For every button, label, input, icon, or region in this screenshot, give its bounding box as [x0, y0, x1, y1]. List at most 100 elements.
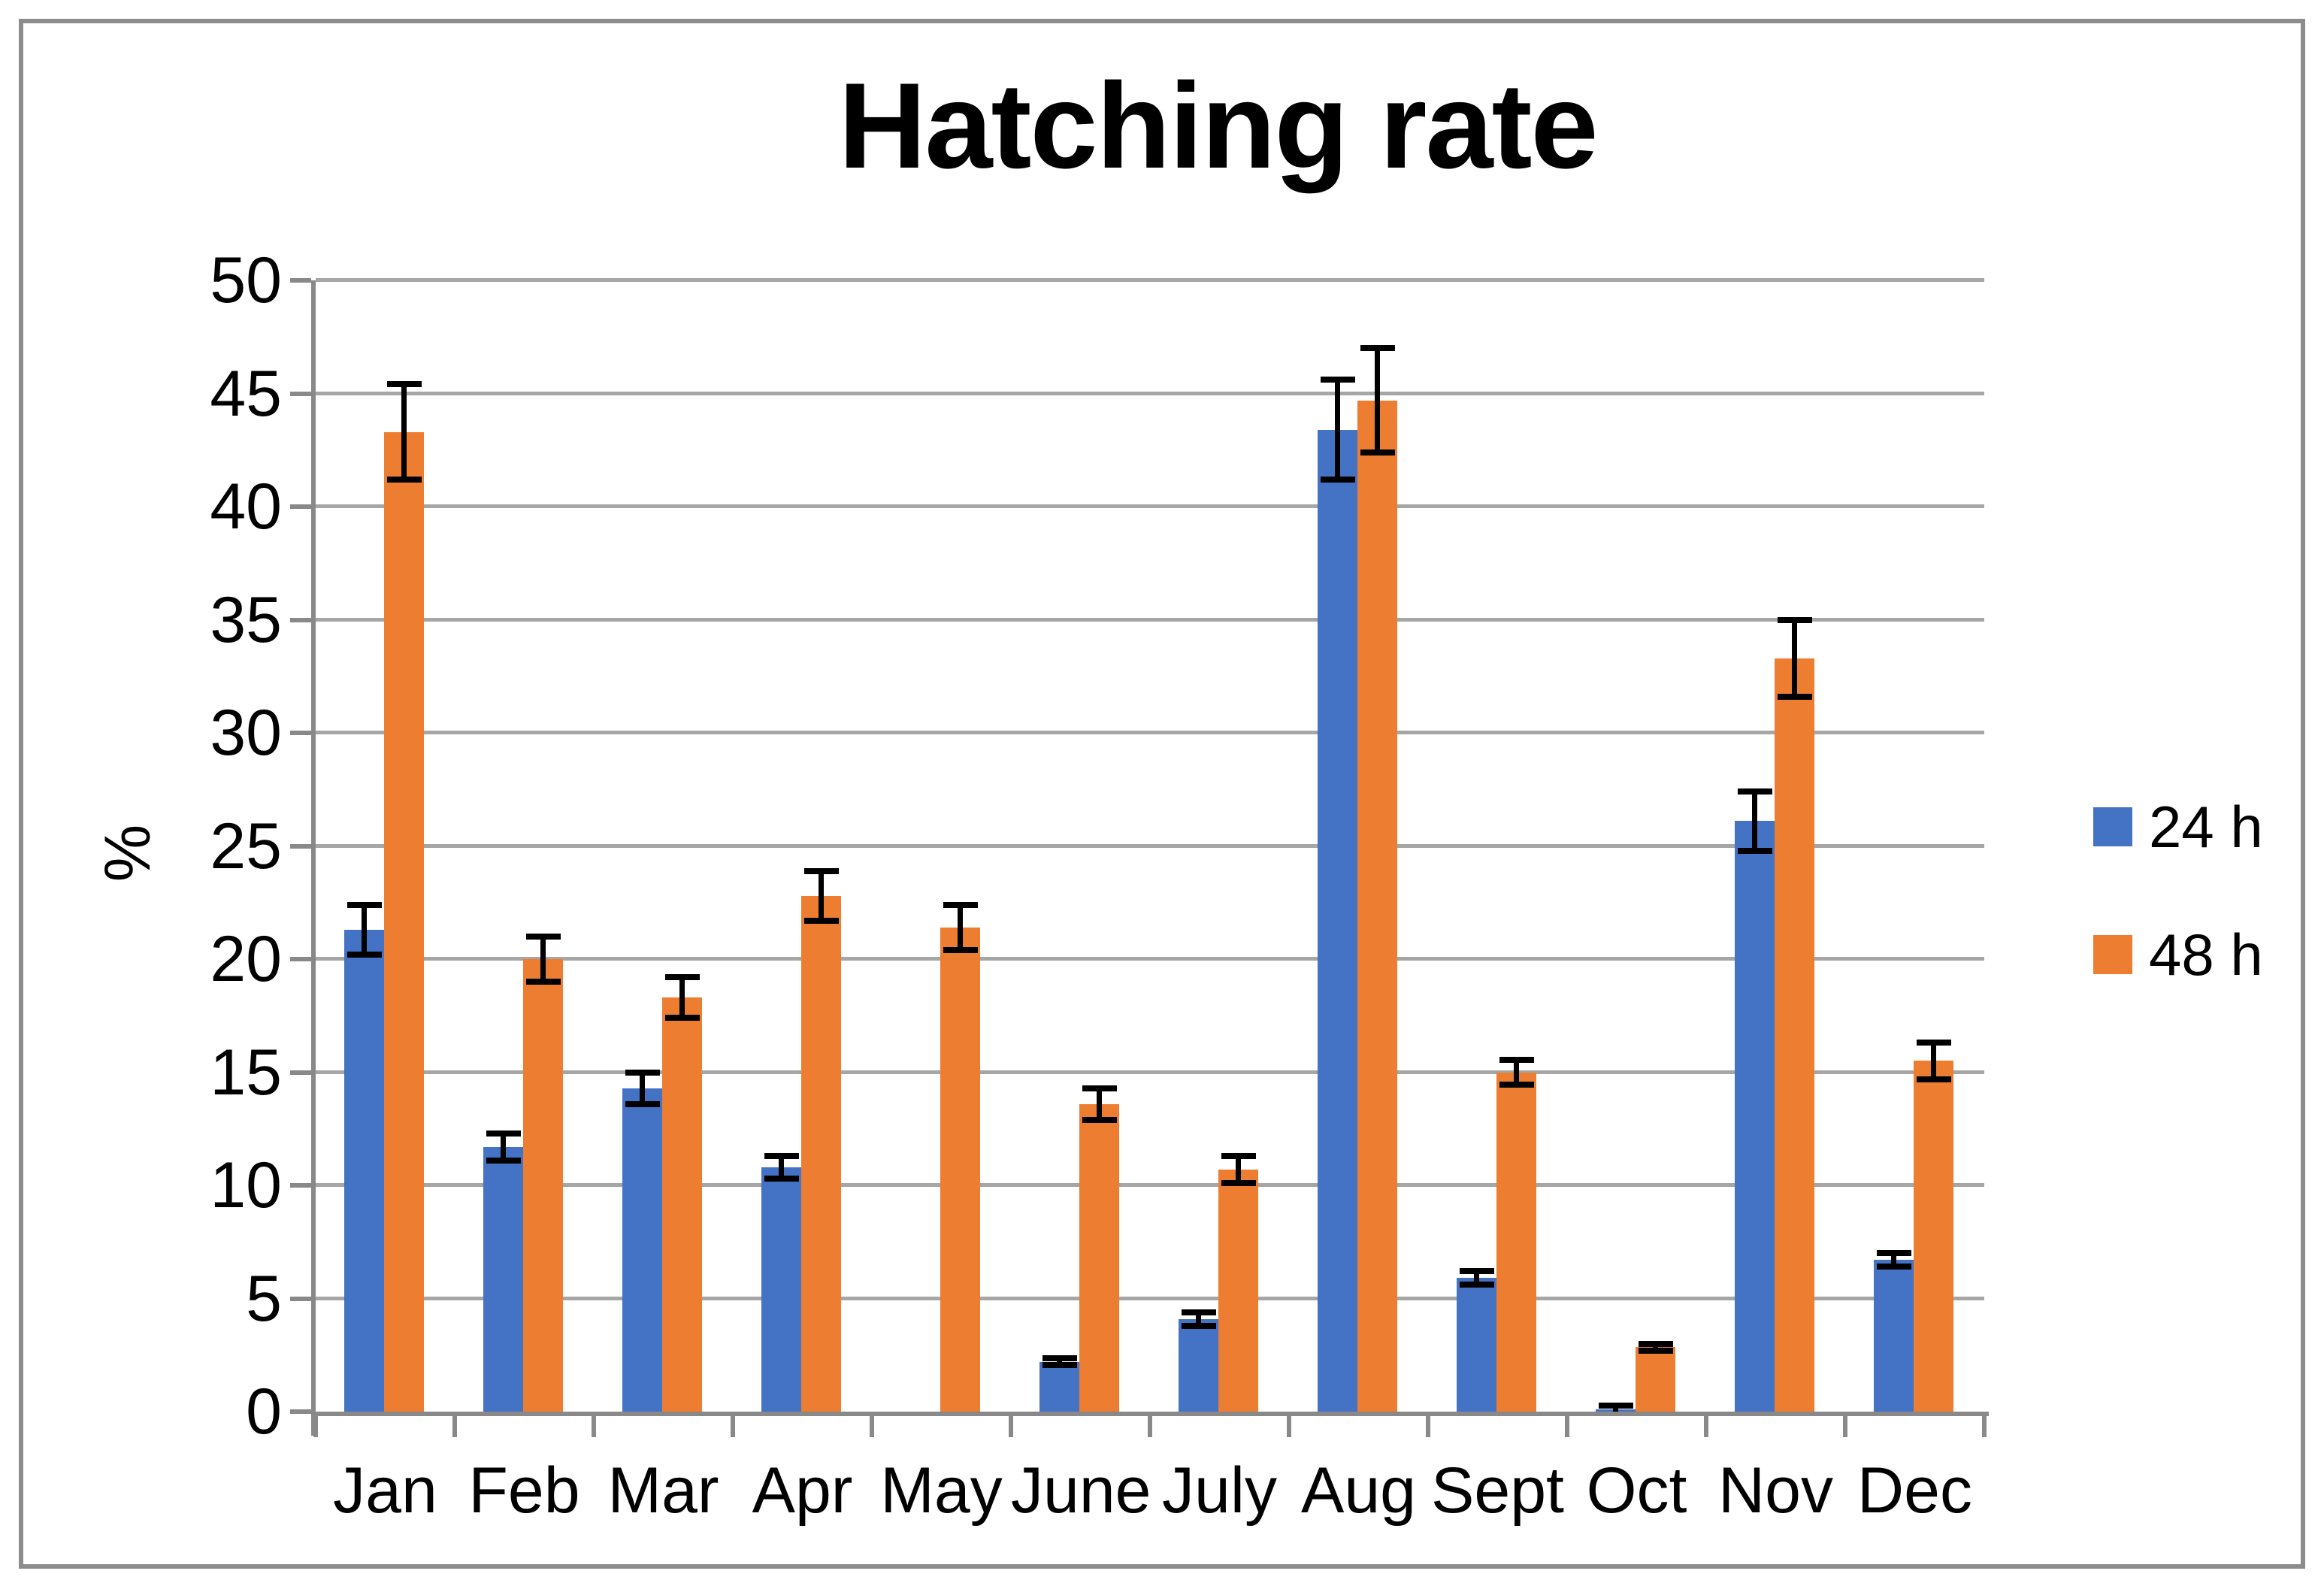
error-cap-bottom-24h-feb: [486, 1157, 521, 1164]
error-cap-bottom-24h-jan: [346, 951, 382, 958]
error-cap-top-48h-july: [1221, 1152, 1256, 1159]
error-bar-24h-aug: [1335, 380, 1340, 480]
error-bar-24h-apr: [779, 1155, 784, 1179]
error-bar-48h-nov: [1792, 619, 1797, 697]
y-tick-45: [290, 391, 311, 396]
x-tick-9: [1565, 1416, 1569, 1437]
error-bar-24h-july: [1196, 1312, 1201, 1326]
error-bar-48h-oct: [1653, 1343, 1658, 1351]
x-tick-8: [1426, 1416, 1430, 1437]
error-cap-bottom-48h-june: [1082, 1116, 1117, 1123]
error-cap-bottom-24h-mar: [625, 1100, 660, 1107]
error-cap-bottom-48h-nov: [1777, 693, 1812, 700]
error-cap-top-48h-jan: [386, 381, 422, 388]
y-tick-0: [290, 1409, 311, 1414]
gridline-y-25: [316, 843, 1984, 848]
error-cap-top-48h-nov: [1777, 616, 1812, 623]
y-tick-label-45: 45: [210, 357, 282, 430]
error-bar-48h-sept: [1514, 1059, 1519, 1085]
bar-24h-july: [1179, 1318, 1218, 1412]
error-cap-top-24h-jan: [346, 901, 382, 908]
x-tick-label-dec: Dec: [1857, 1454, 1972, 1527]
x-tick-label-feb: Feb: [468, 1454, 580, 1527]
y-tick-35: [290, 617, 311, 622]
y-tick-label-40: 40: [210, 471, 282, 543]
error-cap-bottom-48h-jan: [386, 476, 422, 483]
bar-48h-sept: [1496, 1072, 1536, 1412]
bar-48h-jan: [384, 431, 424, 1412]
x-tick-6: [1148, 1416, 1152, 1437]
error-cap-top-24h-july: [1181, 1309, 1216, 1315]
y-tick-label-5: 5: [246, 1262, 282, 1335]
legend-swatch-48h: [2093, 935, 2132, 974]
error-bar-48h-may: [958, 904, 963, 950]
y-tick-label-15: 15: [210, 1036, 282, 1109]
y-tick-50: [290, 278, 311, 283]
error-cap-bottom-48h-feb: [525, 979, 561, 985]
error-bar-48h-apr: [819, 870, 824, 921]
error-cap-top-48h-feb: [525, 933, 561, 940]
x-tick-label-aug: Aug: [1300, 1454, 1417, 1527]
bar-24h-aug: [1318, 429, 1357, 1412]
gridline-y-40: [316, 504, 1984, 508]
error-cap-top-48h-oct: [1638, 1340, 1673, 1347]
x-tick-12: [1982, 1416, 1987, 1437]
x-tick-label-july: July: [1162, 1454, 1277, 1527]
error-bar-24h-jan: [362, 904, 367, 955]
x-tick-label-oct: Oct: [1586, 1454, 1687, 1527]
error-cap-bottom-24h-july: [1181, 1322, 1216, 1329]
legend-item-24h: 24 h: [2093, 794, 2263, 860]
y-tick-label-30: 30: [210, 697, 282, 769]
error-cap-top-24h-nov: [1737, 788, 1772, 795]
error-cap-bottom-48h-mar: [664, 1015, 700, 1022]
y-tick-25: [290, 843, 311, 849]
x-tick-1: [452, 1416, 457, 1437]
bar-24h-nov: [1735, 821, 1775, 1412]
error-cap-bottom-24h-aug: [1320, 476, 1355, 483]
x-tick-label-june: June: [1011, 1454, 1151, 1527]
gridline-y-20: [316, 957, 1984, 961]
bar-24h-june: [1039, 1361, 1079, 1412]
bar-48h-dec: [1914, 1061, 1953, 1412]
error-cap-top-24h-mar: [625, 1069, 660, 1076]
bar-24h-sept: [1457, 1278, 1496, 1412]
legend-label-48h: 48 h: [2149, 921, 2263, 988]
gridline-y-35: [316, 617, 1984, 622]
y-tick-label-10: 10: [210, 1149, 282, 1221]
error-cap-top-24h-june: [1042, 1355, 1077, 1362]
error-bar-48h-feb: [540, 936, 546, 982]
x-tick-label-mar: Mar: [607, 1454, 719, 1527]
error-cap-bottom-48h-july: [1221, 1179, 1256, 1186]
error-cap-bottom-48h-oct: [1638, 1347, 1673, 1354]
error-bar-48h-dec: [1931, 1043, 1936, 1079]
bar-48h-nov: [1775, 658, 1814, 1412]
error-cap-top-48h-aug: [1360, 345, 1395, 352]
x-tick-2: [592, 1416, 596, 1437]
bar-48h-apr: [801, 895, 841, 1412]
error-cap-bottom-48h-dec: [1916, 1076, 1951, 1082]
bar-48h-may: [940, 927, 980, 1412]
x-tick-0: [313, 1416, 318, 1437]
y-tick-label-50: 50: [210, 244, 282, 316]
x-tick-11: [1843, 1416, 1847, 1437]
bar-24h-dec: [1874, 1260, 1914, 1412]
chart-title: Hatching rate: [838, 58, 1598, 194]
error-bar-48h-june: [1097, 1088, 1102, 1120]
error-cap-bottom-48h-apr: [803, 917, 839, 924]
bar-24h-apr: [761, 1167, 801, 1412]
error-cap-bottom-48h-aug: [1360, 449, 1395, 456]
gridline-y-50: [316, 278, 1984, 282]
error-bar-24h-june: [1057, 1358, 1062, 1366]
gridline-y-5: [316, 1296, 1984, 1300]
bar-24h-feb: [483, 1146, 523, 1412]
bar-48h-aug: [1357, 400, 1397, 1412]
error-bar-48h-aug: [1375, 348, 1380, 452]
error-cap-bottom-48h-sept: [1499, 1082, 1534, 1088]
error-cap-bottom-24h-sept: [1459, 1282, 1494, 1288]
x-axis-line: [311, 1412, 1989, 1416]
bar-48h-june: [1079, 1103, 1119, 1412]
error-bar-24h-sept: [1474, 1271, 1479, 1285]
figure-border: [19, 19, 2305, 1569]
x-tick-label-jan: Jan: [333, 1454, 437, 1527]
error-cap-bottom-48h-may: [943, 946, 978, 953]
